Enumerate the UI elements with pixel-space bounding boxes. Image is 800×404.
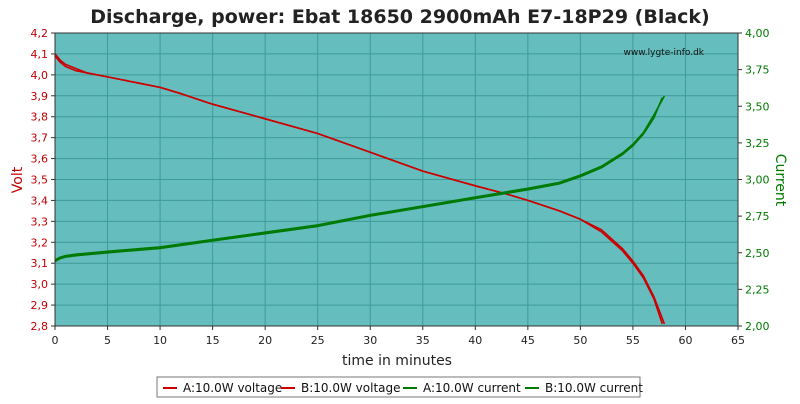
right-tick-label: 4,00 [745, 27, 770, 40]
left-tick-label: 3,2 [31, 236, 49, 249]
left-axis-label: Volt [10, 166, 26, 193]
watermark: www.lygte-info.dk [624, 48, 705, 58]
x-tick-label: 45 [521, 334, 535, 347]
left-tick-label: 3,9 [31, 90, 49, 103]
right-tick-label: 2,50 [745, 247, 770, 260]
legend-label: A:10.0W voltage [183, 381, 282, 395]
left-tick-label: 4,1 [31, 48, 49, 61]
left-tick-label: 3,5 [31, 174, 49, 187]
left-tick-label: 3,1 [31, 257, 49, 270]
left-axis-ticks: 2,8 2,9 3,0 3,1 3,2 3,3 3,4 3,5 3,6 3,7 3,8 3,9 4,0 4… [31, 27, 55, 333]
left-tick-label: 2,8 [31, 320, 49, 333]
left-tick-label: 3,3 [31, 215, 49, 228]
right-tick-label: 2,00 [745, 320, 770, 333]
legend-label: B:10.0W current [545, 381, 643, 395]
right-axis-ticks: 2,00 2,25 2,50 2,75 3,00 3,25 3,50 3,75 4,00 [738, 27, 770, 333]
legend-box [156, 376, 641, 398]
x-tick-label: 5 [104, 334, 111, 347]
legend-label: B:10.0W voltage [301, 381, 401, 395]
x-tick-label: 20 [258, 334, 272, 347]
left-tick-label: 3,0 [31, 278, 49, 291]
left-tick-label: 4,2 [31, 27, 49, 40]
x-tick-label: 0 [52, 334, 59, 347]
x-tick-label: 40 [468, 334, 482, 347]
x-tick-label: 60 [678, 334, 692, 347]
legend-label: A:10.0W current [423, 381, 521, 395]
right-tick-label: 3,00 [745, 174, 770, 187]
x-axis-label: time in minutes [342, 353, 452, 369]
right-tick-label: 3,75 [745, 64, 770, 77]
x-tick-label: 35 [416, 334, 430, 347]
chart-title: Discharge, power: Ebat 18650 2900mAh E7-… [90, 6, 710, 28]
left-tick-label: 3,7 [31, 132, 49, 145]
legend: A:10.0W voltage B:10.0W voltage A:10.0W cu… [163, 381, 643, 395]
right-tick-label: 2,25 [745, 283, 770, 296]
x-tick-label: 30 [363, 334, 377, 347]
left-tick-label: 3,6 [31, 153, 49, 166]
x-tick-label: 25 [311, 334, 325, 347]
series-line-b-10-0w-current [54, 95, 666, 261]
series-line-b-10-0w-voltage [54, 55, 666, 325]
left-tick-label: 4,0 [31, 69, 49, 82]
series-layer [54, 53, 666, 325]
series-line-a-10-0w-current [54, 97, 664, 263]
grid [55, 33, 738, 326]
left-tick-label: 3,8 [31, 111, 49, 124]
x-tick-label: 10 [153, 334, 167, 347]
right-tick-label: 2,75 [745, 210, 770, 223]
right-tick-label: 3,25 [745, 137, 770, 150]
x-tick-label: 55 [626, 334, 640, 347]
right-tick-label: 3,50 [745, 100, 770, 113]
x-tick-label: 50 [573, 334, 587, 347]
right-axis-label: Current [772, 154, 788, 207]
x-axis-ticks: 0 5 10 15 20 25 30 35 40 45 50 55 60 65 [52, 326, 745, 347]
left-tick-label: 2,9 [31, 299, 49, 312]
x-tick-label: 15 [206, 334, 220, 347]
left-tick-label: 3,4 [31, 194, 49, 207]
x-tick-label: 65 [731, 334, 745, 347]
